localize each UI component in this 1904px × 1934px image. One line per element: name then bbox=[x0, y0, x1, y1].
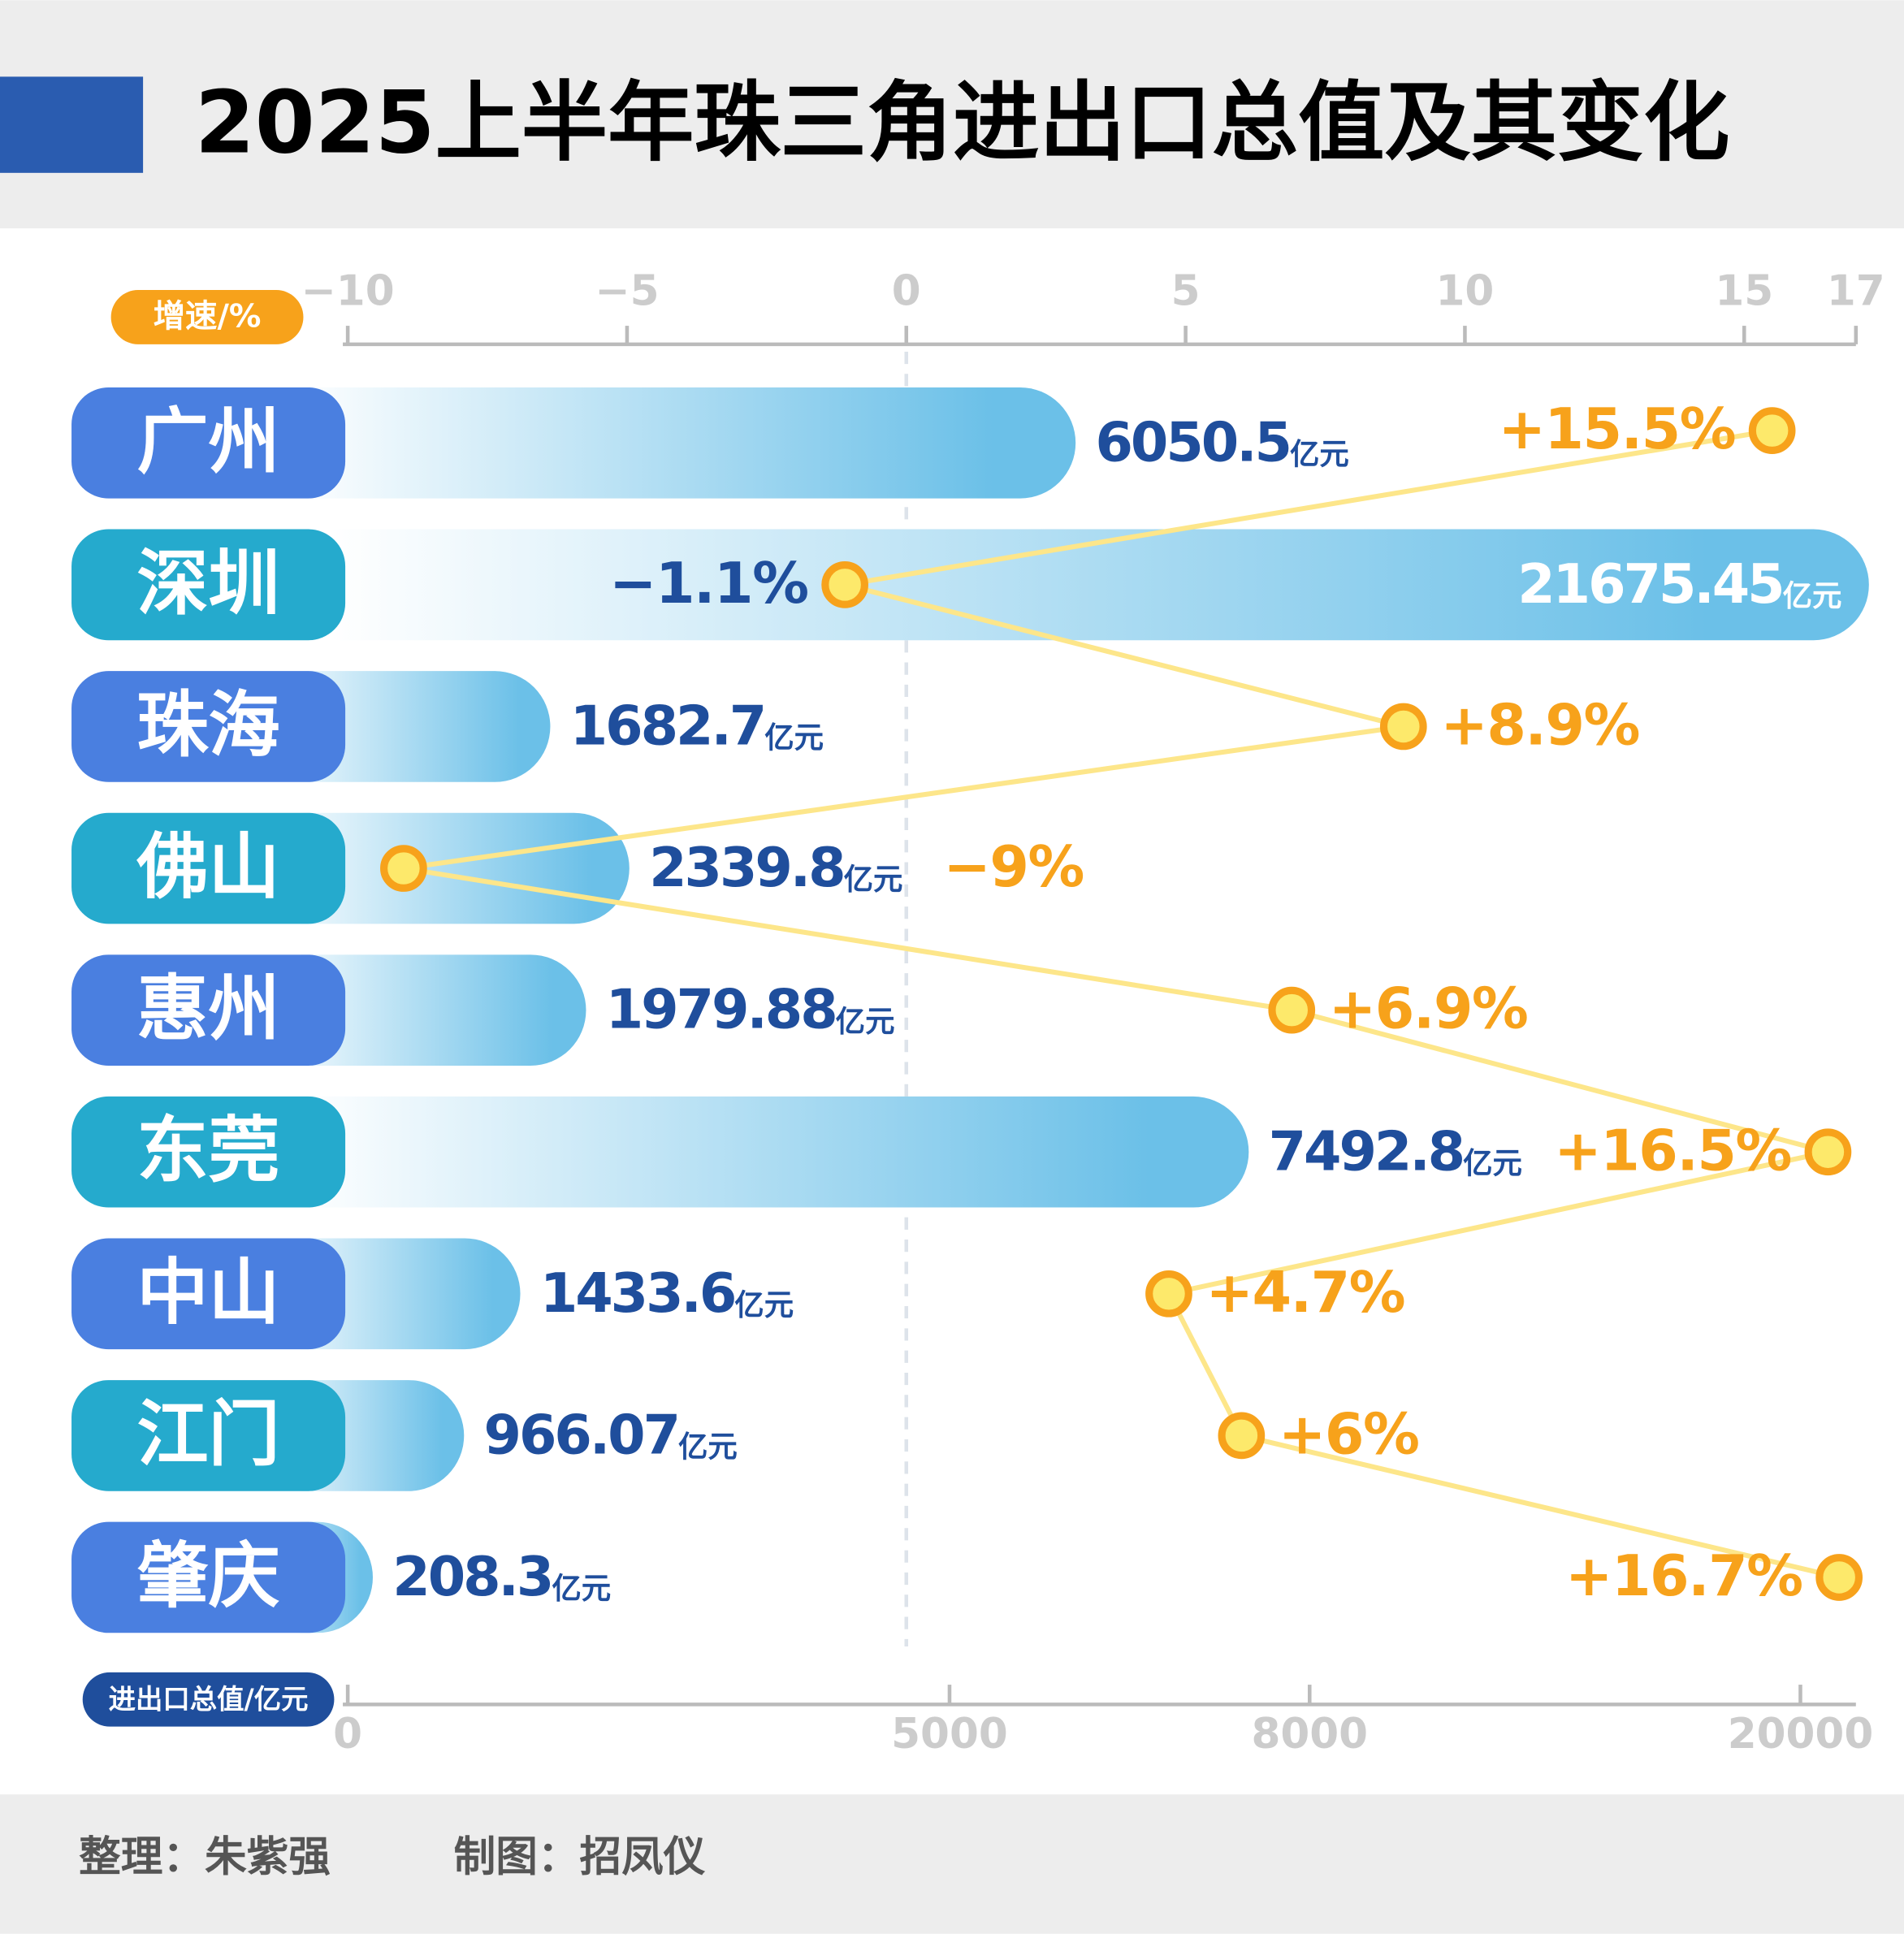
value: 1682.7 bbox=[570, 694, 764, 757]
growth-point bbox=[1815, 1554, 1863, 1601]
unit: 亿元 bbox=[844, 862, 903, 897]
value-label: 208.3亿元 bbox=[392, 1545, 611, 1608]
category-pill bbox=[71, 954, 346, 1066]
category-label: 东莞 bbox=[137, 1109, 280, 1192]
value-label: 6050.5亿元 bbox=[1095, 410, 1348, 474]
x2-tick-label: 10 bbox=[1436, 267, 1495, 316]
growth-point bbox=[1145, 1270, 1192, 1317]
growth-point bbox=[1268, 986, 1316, 1034]
category-pill bbox=[71, 1096, 346, 1208]
category-pill bbox=[71, 387, 346, 499]
category-label: 广州 bbox=[137, 400, 280, 483]
header-bg bbox=[0, 0, 1904, 229]
category-pill bbox=[71, 812, 346, 924]
value: 208.3 bbox=[392, 1545, 552, 1608]
value: 2339.8 bbox=[649, 836, 843, 899]
category-label: 深圳 bbox=[137, 541, 280, 625]
value: 1433.6 bbox=[540, 1261, 734, 1324]
value: 1979.88 bbox=[606, 977, 836, 1041]
category-label: 佛山 bbox=[136, 825, 280, 909]
value-label: 21675.45亿元 bbox=[1517, 552, 1841, 615]
unit: 亿元 bbox=[1463, 1145, 1522, 1180]
growth-label: +16.5% bbox=[1554, 1118, 1791, 1183]
category-label: 江门 bbox=[137, 1392, 280, 1476]
axis-title-pill bbox=[82, 1672, 335, 1727]
category-pill bbox=[71, 1238, 346, 1350]
growth-point bbox=[1748, 407, 1796, 454]
category-label: 肇庆 bbox=[137, 1534, 280, 1617]
unit: 亿元 bbox=[1783, 578, 1842, 613]
value: 966.07 bbox=[484, 1403, 678, 1466]
x2-tick-label: −10 bbox=[301, 267, 395, 316]
value: 7492.8 bbox=[1269, 1119, 1463, 1183]
x2-tick-label: 5 bbox=[1171, 267, 1201, 316]
unit: 亿元 bbox=[836, 1003, 895, 1038]
x2-tick-label: 15 bbox=[1715, 267, 1773, 316]
growth-label: +15.5% bbox=[1498, 396, 1735, 462]
category-pill bbox=[71, 1521, 346, 1633]
growth-label: +6.9% bbox=[1329, 976, 1528, 1042]
unit: 亿元 bbox=[764, 720, 824, 755]
category-pill bbox=[71, 1380, 346, 1491]
unit: 亿元 bbox=[1290, 436, 1349, 471]
bar bbox=[246, 529, 1869, 641]
growth-point bbox=[821, 561, 868, 608]
x2-tick-label: 17 bbox=[1827, 267, 1885, 316]
unit: 亿元 bbox=[734, 1287, 794, 1322]
header-accent bbox=[0, 76, 144, 173]
growth-point bbox=[1379, 703, 1427, 751]
value-label: 1979.88亿元 bbox=[606, 977, 895, 1041]
bar bbox=[246, 387, 1076, 499]
value-label: 7492.8亿元 bbox=[1269, 1119, 1522, 1183]
unit: 亿元 bbox=[552, 1571, 611, 1606]
growth-point bbox=[1218, 1412, 1266, 1460]
axis-title: 进出口总值/亿元 bbox=[109, 1683, 309, 1715]
growth-point bbox=[1804, 1128, 1852, 1176]
growth-point bbox=[380, 845, 427, 892]
growth-label: −1.1% bbox=[609, 551, 808, 617]
category-pill bbox=[71, 529, 346, 641]
growth-label: −9% bbox=[943, 834, 1084, 900]
x-tick-label: 8000 bbox=[1251, 1710, 1368, 1759]
growth-label: +6% bbox=[1279, 1401, 1419, 1467]
unit: 亿元 bbox=[678, 1429, 738, 1464]
axis-title-pill bbox=[110, 290, 304, 344]
axis-title: 增速/% bbox=[154, 297, 262, 335]
category-label: 惠州 bbox=[137, 967, 280, 1050]
value-label: 966.07亿元 bbox=[484, 1403, 738, 1466]
growth-label: +16.7% bbox=[1565, 1543, 1802, 1609]
chart-title: 2025上半年珠三角进出口总值及其变化 bbox=[195, 72, 1729, 173]
x-tick-label: 5000 bbox=[891, 1710, 1008, 1759]
footer-bg bbox=[0, 1794, 1904, 1934]
value-label: 1682.7亿元 bbox=[570, 694, 824, 757]
value: 21675.45 bbox=[1517, 552, 1782, 615]
value: 6050.5 bbox=[1095, 410, 1289, 474]
value-label: 1433.6亿元 bbox=[540, 1261, 794, 1324]
category-pill bbox=[71, 671, 346, 782]
x2-tick-label: −5 bbox=[595, 267, 659, 316]
credit: 整理：朱紫强 bbox=[79, 1833, 331, 1882]
x-tick-label: 0 bbox=[333, 1710, 362, 1759]
x-tick-label: 20000 bbox=[1728, 1710, 1874, 1759]
bar bbox=[246, 1096, 1249, 1208]
category-label: 珠海 bbox=[137, 683, 280, 767]
growth-label: +4.7% bbox=[1206, 1260, 1405, 1326]
value-label: 2339.8亿元 bbox=[649, 836, 902, 899]
x2-tick-label: 0 bbox=[892, 267, 921, 316]
credit: 制图：招凤仪 bbox=[454, 1833, 706, 1882]
growth-label: +8.9% bbox=[1440, 693, 1639, 759]
category-label: 中山 bbox=[137, 1250, 280, 1334]
